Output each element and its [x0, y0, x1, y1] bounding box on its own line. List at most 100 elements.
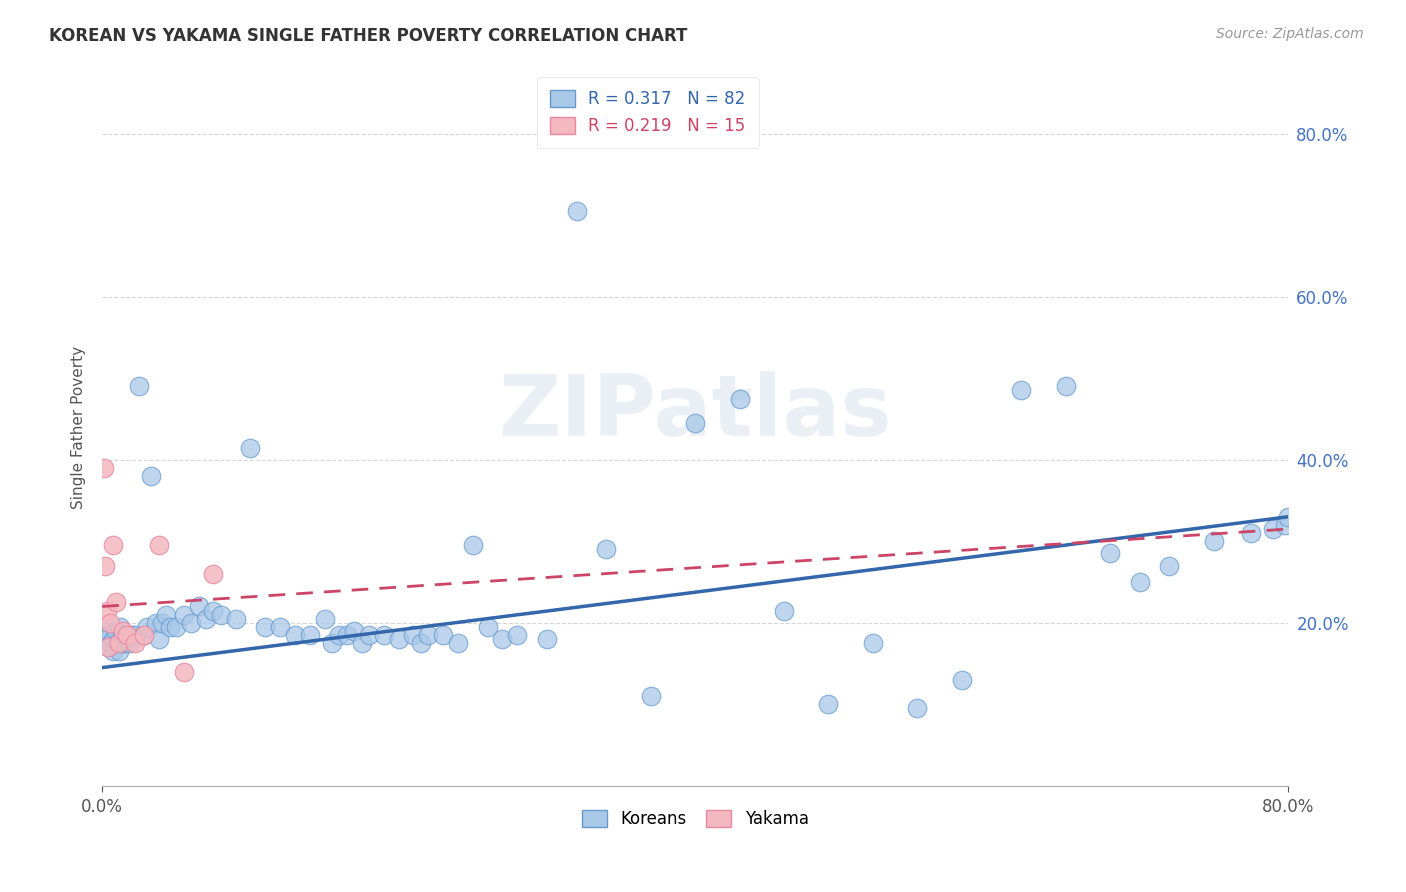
Point	[418, 628, 440, 642]
Point	[409, 636, 432, 650]
Point	[202, 603, 225, 617]
Point	[950, 673, 973, 687]
Point	[180, 615, 202, 630]
Point	[595, 542, 617, 557]
Point	[173, 665, 195, 679]
Point	[159, 620, 181, 634]
Point	[93, 628, 115, 642]
Point	[328, 628, 350, 642]
Point	[105, 636, 128, 650]
Point	[773, 603, 796, 617]
Point	[1159, 558, 1181, 573]
Text: ZIPatlas: ZIPatlas	[498, 371, 891, 454]
Point	[120, 636, 142, 650]
Point	[103, 632, 125, 646]
Point	[314, 612, 336, 626]
Point	[350, 636, 373, 650]
Point	[284, 628, 307, 642]
Point	[165, 620, 187, 634]
Point	[101, 644, 124, 658]
Point	[862, 636, 884, 650]
Point	[477, 620, 499, 634]
Point	[321, 636, 343, 650]
Point	[907, 701, 929, 715]
Point	[98, 615, 121, 630]
Point	[94, 624, 117, 638]
Point	[110, 636, 132, 650]
Legend: Koreans, Yakama: Koreans, Yakama	[575, 804, 815, 835]
Point	[1277, 509, 1299, 524]
Text: KOREAN VS YAKAMA SINGLE FATHER POVERTY CORRELATION CHART: KOREAN VS YAKAMA SINGLE FATHER POVERTY C…	[49, 27, 688, 45]
Point	[357, 628, 380, 642]
Point	[121, 628, 143, 642]
Point	[96, 632, 118, 646]
Point	[107, 644, 129, 658]
Point	[97, 640, 120, 655]
Point	[114, 636, 136, 650]
Point	[1054, 379, 1077, 393]
Point	[1010, 384, 1032, 398]
Point	[1263, 522, 1285, 536]
Point	[336, 628, 359, 642]
Point	[1129, 574, 1152, 589]
Point	[1099, 547, 1122, 561]
Point	[132, 628, 155, 642]
Point	[104, 624, 127, 638]
Point	[124, 636, 146, 650]
Point	[298, 628, 321, 642]
Point	[115, 628, 138, 642]
Point	[148, 632, 170, 646]
Point	[388, 632, 411, 646]
Point	[111, 628, 134, 642]
Point	[225, 612, 247, 626]
Point	[93, 461, 115, 475]
Point	[373, 628, 395, 642]
Point	[402, 628, 425, 642]
Y-axis label: Single Father Poverty: Single Father Poverty	[72, 345, 86, 508]
Point	[343, 624, 366, 638]
Point	[117, 628, 139, 642]
Point	[108, 620, 131, 634]
Point	[100, 636, 122, 650]
Point	[461, 538, 484, 552]
Point	[565, 204, 588, 219]
Point	[101, 538, 124, 552]
Point	[640, 689, 662, 703]
Point	[491, 632, 513, 646]
Point	[432, 628, 454, 642]
Point	[135, 620, 157, 634]
Point	[104, 595, 127, 609]
Point	[447, 636, 470, 650]
Point	[118, 628, 141, 642]
Point	[173, 607, 195, 622]
Point	[202, 566, 225, 581]
Point	[239, 441, 262, 455]
Point	[128, 379, 150, 393]
Point	[139, 469, 162, 483]
Point	[98, 628, 121, 642]
Point	[94, 558, 117, 573]
Point	[536, 632, 558, 646]
Text: Source: ZipAtlas.com: Source: ZipAtlas.com	[1216, 27, 1364, 41]
Point	[269, 620, 291, 634]
Point	[107, 636, 129, 650]
Point	[148, 538, 170, 552]
Point	[254, 620, 277, 634]
Point	[187, 599, 209, 614]
Point	[155, 607, 177, 622]
Point	[1274, 518, 1296, 533]
Point	[1202, 534, 1225, 549]
Point	[145, 615, 167, 630]
Point	[132, 628, 155, 642]
Point	[150, 615, 173, 630]
Point	[1240, 526, 1263, 541]
Point	[96, 603, 118, 617]
Point	[209, 607, 232, 622]
Point	[97, 640, 120, 655]
Point	[117, 632, 139, 646]
Point	[111, 624, 134, 638]
Point	[194, 612, 217, 626]
Point	[728, 392, 751, 406]
Point	[124, 628, 146, 642]
Point	[683, 416, 706, 430]
